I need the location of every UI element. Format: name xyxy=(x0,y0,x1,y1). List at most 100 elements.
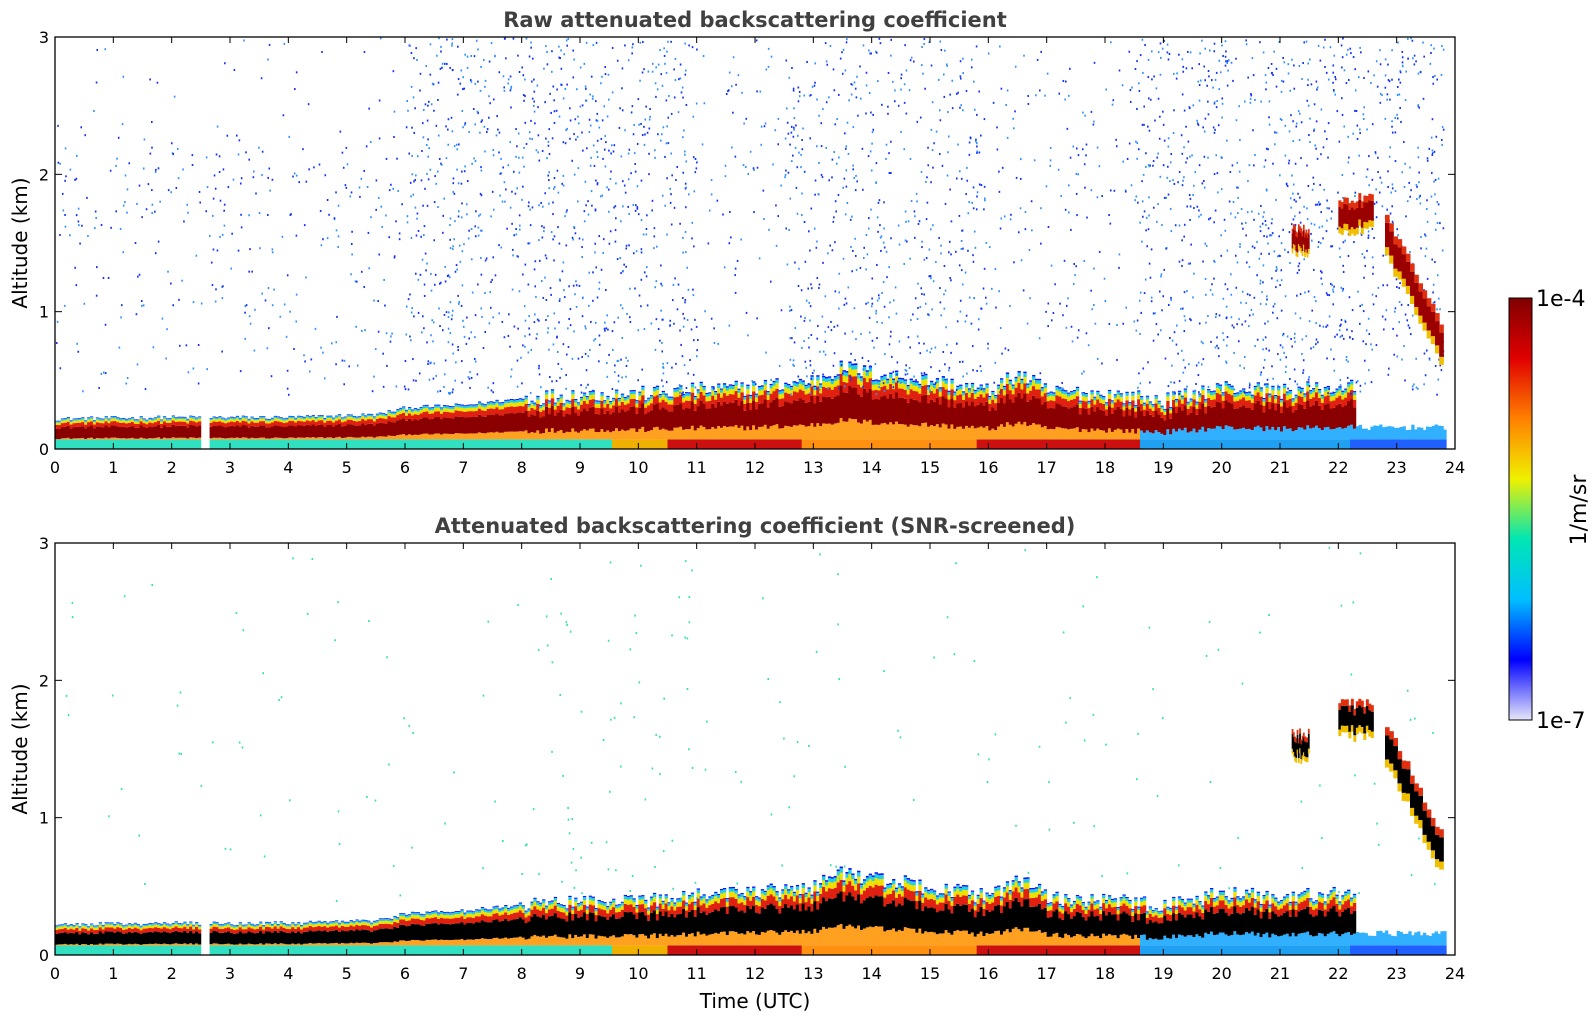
bl-cell xyxy=(728,439,733,449)
noise-dot xyxy=(523,99,525,102)
noise-dot xyxy=(1235,119,1238,122)
bl-cell xyxy=(384,414,388,417)
bl-cell xyxy=(113,418,117,421)
bl-cell xyxy=(626,399,630,404)
bl-cell xyxy=(1131,391,1135,393)
bl-cell xyxy=(1014,423,1018,440)
noise-dot xyxy=(1313,103,1316,106)
noise-dot xyxy=(862,257,865,259)
bl-cell xyxy=(950,424,954,440)
bl-cell xyxy=(988,403,992,411)
bl-cell xyxy=(892,398,896,425)
noise-dot xyxy=(141,304,143,307)
noise-dot xyxy=(878,37,881,40)
bl-cell xyxy=(1393,439,1398,449)
noise-dot xyxy=(1191,154,1193,157)
bl-cell xyxy=(504,407,508,414)
bl-cell xyxy=(644,439,648,449)
bl-cell xyxy=(218,416,222,417)
bl-cell xyxy=(655,390,660,396)
noise-dot xyxy=(556,351,559,353)
bl-cell xyxy=(527,410,531,417)
noise-dot xyxy=(585,41,588,44)
bl-cell xyxy=(766,392,770,396)
bl-cell xyxy=(451,418,455,435)
noise-dot xyxy=(591,204,593,207)
noise-dot xyxy=(797,100,800,103)
bl-cell xyxy=(845,382,849,393)
noise-dot xyxy=(224,62,226,65)
noise-dot xyxy=(920,372,923,375)
noise-dot xyxy=(422,204,424,207)
noise-dot xyxy=(661,133,663,136)
noise-dot xyxy=(452,388,454,391)
noise-dot xyxy=(1347,360,1349,363)
noise-dot xyxy=(890,172,892,175)
noise-dot xyxy=(1382,254,1384,257)
bl-cell xyxy=(591,428,595,440)
bl-cell xyxy=(177,416,181,418)
noise-dot xyxy=(393,255,396,258)
bl-cell xyxy=(1000,388,1004,399)
bl-cell xyxy=(133,423,138,428)
bl-cell xyxy=(1075,388,1080,392)
bl-cell xyxy=(670,439,674,449)
noise-dot xyxy=(1430,136,1433,139)
noise-dot xyxy=(839,57,842,60)
bl-cell xyxy=(760,426,765,440)
noise-dot xyxy=(264,299,267,302)
bl-cell xyxy=(720,397,724,406)
bl-cell xyxy=(463,406,467,409)
noise-dot xyxy=(971,345,974,348)
bl-cell xyxy=(416,411,420,415)
bl-cell xyxy=(1233,429,1237,440)
bl-cell xyxy=(95,417,100,419)
noise-dot xyxy=(527,283,530,286)
noise-dot xyxy=(222,168,225,171)
bl-cell xyxy=(1043,383,1048,385)
bl-cell xyxy=(822,439,826,449)
noise-dot xyxy=(1371,256,1374,259)
bl-cell xyxy=(145,439,149,449)
bl-cell xyxy=(66,416,70,418)
noise-dot xyxy=(1307,290,1310,293)
bl-cell xyxy=(1210,391,1214,393)
bl-cell xyxy=(1207,439,1211,449)
bl-cell xyxy=(302,421,307,426)
bl-cell xyxy=(959,439,963,449)
bl-cell xyxy=(55,422,59,425)
bl-cell xyxy=(267,439,272,449)
bl-cell xyxy=(1087,408,1091,415)
bl-cell xyxy=(367,414,371,417)
noise-dot xyxy=(950,351,952,354)
bl-cell xyxy=(1332,395,1336,401)
bl-cell xyxy=(294,419,298,423)
bl-cell xyxy=(752,391,756,401)
bl-cell xyxy=(807,388,811,394)
noise-dot xyxy=(104,48,107,51)
bl-cell xyxy=(440,419,444,435)
bl-cell xyxy=(189,439,193,449)
noise-dot xyxy=(1141,240,1143,243)
bl-cell xyxy=(1385,426,1389,440)
bl-cell xyxy=(1373,439,1377,449)
noise-dot xyxy=(1268,252,1270,255)
bl-cell xyxy=(862,439,867,449)
noise-dot xyxy=(876,216,879,219)
noise-dot xyxy=(795,186,798,189)
noise-dot xyxy=(1359,305,1362,308)
bl-cell xyxy=(565,407,569,414)
bl-cell xyxy=(1032,395,1036,424)
noise-dot xyxy=(788,229,790,232)
noise-dot xyxy=(1184,366,1186,369)
bl-cell xyxy=(755,429,759,440)
noise-dot xyxy=(1423,55,1425,58)
noise-dot xyxy=(821,315,824,318)
noise-dot xyxy=(532,104,535,107)
noise-dot xyxy=(617,316,619,319)
bl-cell xyxy=(300,418,304,422)
noise-dot xyxy=(604,73,607,76)
bl-cell xyxy=(1008,381,1013,385)
bl-cell xyxy=(224,418,228,420)
bl-cell xyxy=(781,398,785,407)
